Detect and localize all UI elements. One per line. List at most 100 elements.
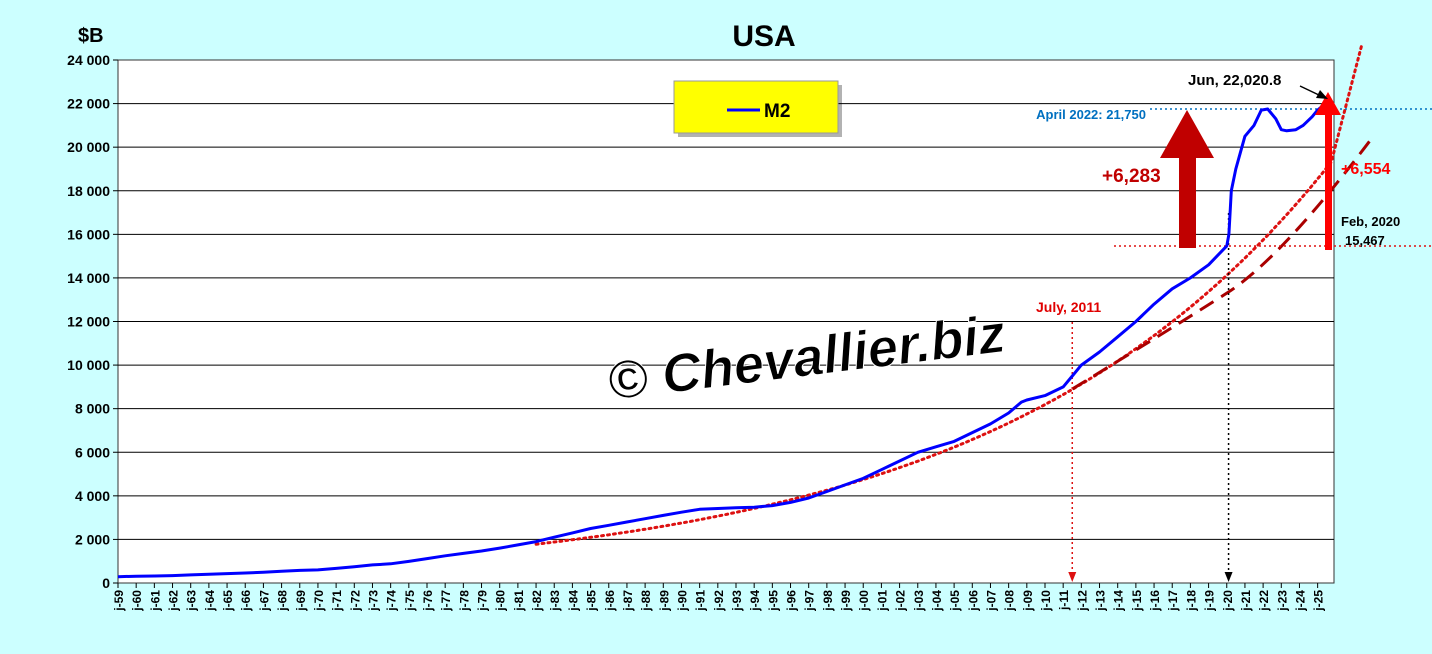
x-tick-label: j-00 xyxy=(857,590,871,612)
y-tick-label: 0 xyxy=(102,575,110,591)
x-tick-label: j-64 xyxy=(203,590,217,612)
x-tick-label: j-77 xyxy=(439,590,453,612)
x-tick-label: j-11 xyxy=(1057,590,1071,611)
y-tick-label: 6 000 xyxy=(75,444,110,460)
x-tick-label: j-84 xyxy=(566,590,580,612)
increase-arrow-large xyxy=(1160,110,1214,248)
x-tick-label: j-72 xyxy=(348,590,362,612)
july-2011-arrowhead xyxy=(1068,572,1077,582)
y-tick-label: 22 000 xyxy=(67,96,110,112)
x-tick-label: j-89 xyxy=(657,590,671,612)
x-tick-label: j-83 xyxy=(548,590,562,612)
x-tick-label: j-85 xyxy=(585,590,599,612)
feb-2020-label: Feb, 2020 xyxy=(1341,214,1400,229)
x-tick-label: j-86 xyxy=(603,590,617,612)
dotted-trend-line xyxy=(534,42,1364,546)
x-tick-label: j-16 xyxy=(1148,590,1162,612)
x-tick-label: j-99 xyxy=(839,590,853,612)
trend-lines xyxy=(534,42,1374,546)
x-tick-label: j-01 xyxy=(875,590,889,612)
x-tick-label: j-78 xyxy=(457,590,471,612)
x-tick-label: j-80 xyxy=(494,590,508,612)
x-tick-label: j-25 xyxy=(1312,590,1326,612)
x-tick-label: j-18 xyxy=(1184,590,1198,612)
reference-lines xyxy=(1068,108,1432,582)
x-tick-label: j-20 xyxy=(1221,590,1235,612)
x-tick-label: j-15 xyxy=(1130,590,1144,612)
x-tick-label: j-98 xyxy=(821,590,835,612)
x-tick-label: j-91 xyxy=(694,590,708,612)
increase-label-large: +6,283 xyxy=(1102,166,1161,187)
x-tick-label: j-09 xyxy=(1021,590,1035,612)
y-tick-label: 2 000 xyxy=(75,531,110,547)
y-tick-label: 16 000 xyxy=(67,226,110,242)
feb-2020-arrowhead xyxy=(1224,572,1233,582)
x-tick-label: j-97 xyxy=(803,590,817,612)
y-tick-label: 24 000 xyxy=(67,52,110,68)
x-tick-label: j-95 xyxy=(766,590,780,612)
grid-lines xyxy=(118,103,1334,540)
callout-pointer xyxy=(1299,85,1328,99)
x-tick-label: j-19 xyxy=(1203,590,1217,612)
x-tick-label: j-82 xyxy=(530,590,544,612)
legend-box xyxy=(673,80,839,134)
increase-label-small: +6,554 xyxy=(1341,161,1390,178)
y-tick-label: 14 000 xyxy=(67,270,110,286)
x-tick-label: j-17 xyxy=(1166,590,1180,612)
peak-annotation: April 2022: 21,750 xyxy=(1036,107,1146,122)
x-tick-label: j-04 xyxy=(930,590,944,612)
x-tick-label: j-92 xyxy=(712,590,726,612)
x-tick-label: j-14 xyxy=(1112,590,1126,612)
x-tick-label: j-12 xyxy=(1075,590,1089,612)
x-tick-label: j-03 xyxy=(912,590,926,612)
x-tick-label: j-79 xyxy=(476,590,490,612)
feb-2020-value: 15,467 xyxy=(1345,233,1385,248)
x-tick-label: j-67 xyxy=(257,590,271,612)
x-tick-label: j-66 xyxy=(239,590,253,612)
x-tick-label: j-81 xyxy=(512,590,526,612)
x-tick-label: j-71 xyxy=(330,590,344,612)
x-tick-label: j-24 xyxy=(1293,590,1307,612)
x-tick-label: j-90 xyxy=(675,590,689,612)
x-tick-label: j-88 xyxy=(639,590,653,612)
x-tick-label: j-13 xyxy=(1094,590,1108,612)
x-tick-label: j-60 xyxy=(130,590,144,612)
x-tick-label: j-69 xyxy=(294,590,308,612)
y-tick-label: 10 000 xyxy=(67,357,110,373)
x-tick-label: j-74 xyxy=(385,590,399,612)
x-tick-label: j-94 xyxy=(748,590,762,612)
x-axis-ticks: j-59 j-60 j-61 j-62 j-63 j-64 j-65 j-66 j-67 j-68… xyxy=(112,583,1326,612)
m2-series-line xyxy=(117,101,1327,579)
x-tick-label: j-06 xyxy=(966,590,980,612)
x-tick-label: j-62 xyxy=(167,590,181,612)
legend: M2 xyxy=(673,80,842,137)
x-tick-label: j-21 xyxy=(1239,590,1253,612)
x-tick-label: j-05 xyxy=(948,590,962,612)
x-tick-label: j-65 xyxy=(221,590,235,612)
y-axis-ticks: 0 2 000 4 000 6 000 8 000 10 000 12 000 14 000 1… xyxy=(67,52,118,591)
y-tick-label: 18 000 xyxy=(67,183,110,199)
x-tick-label: j-59 xyxy=(112,590,126,612)
x-tick-label: j-07 xyxy=(984,590,998,612)
x-tick-label: j-02 xyxy=(894,590,908,612)
y-tick-label: 8 000 xyxy=(75,401,110,417)
y-axis-label: $B xyxy=(78,25,104,47)
x-tick-label: j-73 xyxy=(366,590,380,612)
legend-label: M2 xyxy=(764,101,790,122)
x-tick-label: j-63 xyxy=(185,590,199,612)
y-tick-label: 4 000 xyxy=(75,488,110,504)
x-tick-label: j-93 xyxy=(730,590,744,612)
x-tick-label: j-70 xyxy=(312,590,326,612)
july-2011-label: July, 2011 xyxy=(1036,299,1101,315)
dashed-trend-line xyxy=(1071,137,1374,391)
last-value-annotation: Jun, 22,020.8 xyxy=(1188,72,1281,89)
x-tick-label: j-23 xyxy=(1275,590,1289,612)
x-tick-label: j-76 xyxy=(421,590,435,612)
x-tick-label: j-96 xyxy=(785,590,799,612)
increase-arrow-small xyxy=(1315,92,1341,250)
chart-title: USA xyxy=(732,20,795,53)
x-tick-label: j-10 xyxy=(1039,590,1053,612)
x-tick-label: j-68 xyxy=(276,590,290,612)
